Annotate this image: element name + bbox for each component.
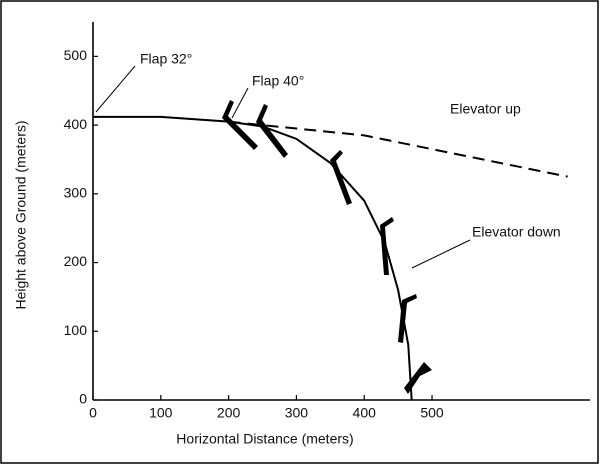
leader-line <box>95 65 136 113</box>
y-tick-label: 300 <box>64 185 88 201</box>
y-tick-label: 0 <box>79 391 87 407</box>
annotation: Flap 32° <box>140 51 192 67</box>
x-tick-label: 0 <box>89 405 97 421</box>
y-tick-label: 100 <box>64 322 88 338</box>
y-tick-label: 200 <box>64 253 88 269</box>
series-line <box>93 115 413 401</box>
x-axis-title: Horizontal Distance (meters) <box>176 431 353 447</box>
x-tick-label: 200 <box>217 405 241 421</box>
y-axis-title: Height above Ground (meters) <box>13 120 29 309</box>
series-label: Elevator down <box>472 224 561 240</box>
y-tick-label: 400 <box>64 116 88 132</box>
x-tick-label: 100 <box>149 405 173 421</box>
leader-line <box>231 87 249 119</box>
aircraft-glyphs <box>222 100 432 394</box>
x-tick-label: 500 <box>420 405 444 421</box>
leader-line <box>411 239 471 269</box>
x-tick-label: 300 <box>285 405 309 421</box>
annotation: Flap 40° <box>252 73 304 89</box>
series-label: Elevator up <box>450 101 521 117</box>
y-tick-label: 500 <box>64 47 88 63</box>
x-tick-label: 400 <box>353 405 377 421</box>
series-line <box>228 120 568 178</box>
